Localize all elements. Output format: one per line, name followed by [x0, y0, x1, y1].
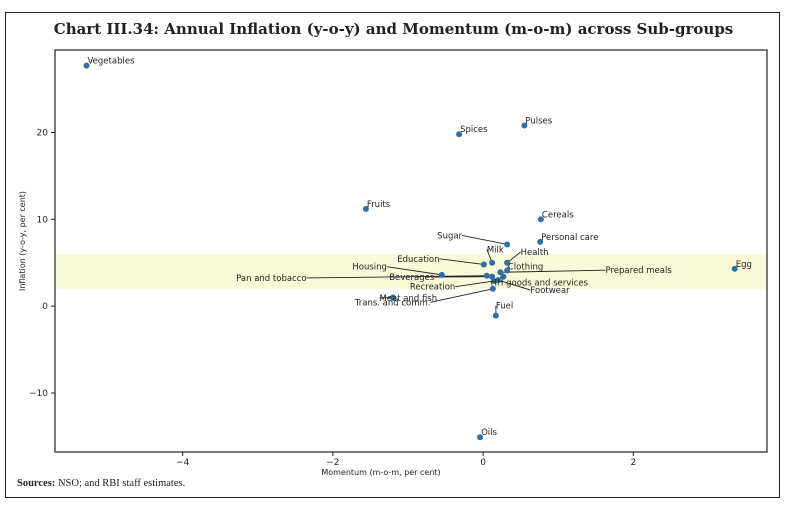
point-label: Prepared meals: [606, 266, 673, 276]
x-tick-label: −2: [326, 458, 339, 468]
point-label: Oils: [481, 428, 497, 438]
data-point: [504, 267, 511, 274]
data-point: [500, 273, 507, 280]
data-point: [438, 271, 445, 278]
point-label: Pulses: [525, 117, 552, 127]
point-label: Sugar: [437, 231, 462, 241]
point-label: Personal care: [541, 233, 598, 243]
leader-line: [430, 288, 493, 303]
point-label: Fruits: [367, 200, 391, 210]
data-point: [477, 434, 484, 441]
point-label: Spices: [460, 125, 488, 135]
y-tick-label: 0: [42, 302, 48, 312]
point-label: Vegetables: [88, 57, 136, 67]
point-label: Health: [521, 248, 549, 258]
data-point: [480, 261, 487, 268]
y-tick-label: 20: [37, 128, 49, 138]
point-label: Egg: [736, 260, 752, 270]
point-label: Clothing: [508, 263, 543, 273]
x-tick-label: 0: [480, 458, 486, 468]
source-text: NSO; and RBI staff estimates.: [55, 478, 186, 489]
data-point: [483, 272, 490, 279]
point-label: Beverages: [389, 273, 435, 283]
leader-line: [386, 266, 442, 276]
plot-area-border: [54, 49, 768, 453]
data-point: [504, 241, 511, 248]
source-note: Sources: NSO; and RBI staff estimates.: [17, 478, 185, 489]
point-label: Trans. and comm.: [354, 298, 431, 308]
leader-line: [439, 258, 484, 265]
y-tick-label: 10: [37, 215, 49, 225]
point-label: Pan and tobacco: [236, 274, 306, 284]
leader-line: [461, 234, 508, 245]
chart-title: Chart III.34: Annual Inflation (y-o-y) a…: [53, 20, 734, 38]
data-point: [504, 259, 511, 266]
x-axis-label: Momentum (m-o-m, per cent): [321, 468, 440, 477]
source-label: Sources:: [17, 478, 56, 489]
y-axis-label: Inflation (y-o-y, per cent): [18, 191, 27, 291]
point-label: Education: [397, 255, 439, 265]
leader-line: [500, 269, 606, 273]
tolerance-band: [55, 254, 767, 289]
data-point: [362, 205, 369, 212]
point-label: Cereals: [542, 210, 574, 220]
data-point: [83, 62, 90, 69]
point-label: Milk: [487, 245, 504, 255]
data-point: [389, 294, 396, 301]
x-tick-label: 2: [630, 458, 636, 468]
leader-line: [306, 275, 487, 279]
x-tick-label: −4: [176, 458, 190, 468]
data-point: [491, 277, 498, 284]
point-label: HH goods and services: [491, 278, 589, 288]
data-point: [456, 131, 463, 138]
leader-line: [497, 279, 531, 291]
point-label: Fuel: [496, 302, 513, 312]
data-point: [492, 312, 499, 319]
point-label: Footwear: [530, 286, 570, 296]
data-point: [489, 285, 496, 292]
point-label: Meat and fish: [379, 294, 437, 304]
data-point: [497, 269, 504, 276]
data-point: [731, 265, 738, 272]
data-point: [537, 238, 544, 245]
data-point: [489, 259, 496, 266]
data-point: [521, 122, 528, 129]
y-tick-label: −10: [29, 389, 48, 399]
data-point: [537, 216, 544, 223]
point-label: Housing: [352, 263, 387, 273]
leader-line: [455, 280, 495, 288]
point-label: Recreation: [410, 283, 455, 293]
